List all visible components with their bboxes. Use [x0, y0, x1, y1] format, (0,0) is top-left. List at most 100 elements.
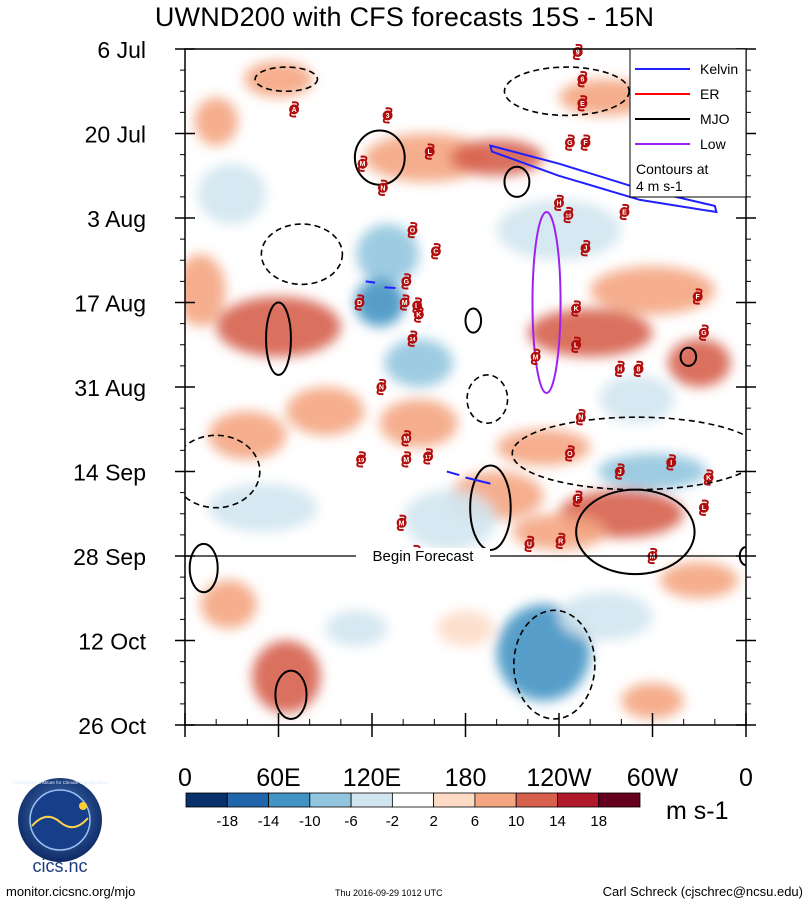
anomaly-blob-3: [185, 254, 226, 327]
hurricane-icon: [407, 330, 418, 347]
storm-label: J: [584, 246, 588, 253]
legend: Kelvin ER MJO Low Contours at4 m s-1: [629, 48, 747, 198]
low-contour-0: [531, 210, 562, 395]
storm-dot: [575, 412, 586, 423]
storm-marker-10: H: [554, 194, 564, 212]
hurricane-icon: [423, 448, 433, 465]
hurricane-icon: [580, 240, 591, 257]
storm-dot: [289, 104, 300, 115]
anomaly-blob-0: [194, 97, 238, 146]
colorbar-swatch-8: [515, 792, 558, 808]
mjo-contour-negative-11: [511, 416, 746, 491]
colorbar-label: 2: [429, 813, 437, 830]
colorbar-swatch-2: [268, 792, 311, 808]
storm-label: 6: [580, 77, 584, 84]
hurricane-icon: [357, 155, 368, 172]
colorbar-swatch-7: [474, 792, 517, 808]
colorbar-label: 10: [508, 813, 525, 830]
storm-marker-8: M: [357, 155, 368, 172]
storm-label: L: [574, 342, 579, 349]
storm-marker-38: K: [703, 469, 714, 486]
mjo-contour-positive-13: [575, 488, 696, 576]
storm-marker-30: N: [575, 409, 586, 426]
storm-dot: [698, 502, 709, 513]
colorbar-label: 14: [549, 813, 566, 830]
storm-label: 19: [358, 458, 364, 464]
storm-label: H: [617, 366, 622, 373]
hurricane-icon: [692, 288, 703, 305]
hurricane-icon: [289, 101, 299, 118]
storm-dot: [430, 246, 441, 257]
storm-dot: [614, 466, 625, 477]
forecast-label-bg: [356, 548, 490, 564]
chart-title: UWND200 with CFS forecasts 15S - 15N: [154, 2, 655, 32]
colorbar-swatch-9: [557, 792, 600, 808]
anomaly-blob-31: [621, 682, 684, 719]
storm-dot: [633, 363, 644, 374]
storm-marker-33: 19: [356, 451, 367, 468]
anomaly-blob-1: [244, 61, 313, 98]
storm-label: K: [416, 312, 421, 319]
storm-dot: [571, 303, 582, 314]
colorbar-label: 18: [590, 813, 607, 830]
mjo-contour-positive-14: [188, 542, 219, 594]
hurricane-icon: [424, 143, 435, 160]
hurricane-icon: [376, 378, 387, 396]
storm-dot: [530, 351, 541, 362]
anomaly-blob-33: [286, 387, 365, 436]
y-tick-label: 31 Aug: [74, 375, 146, 401]
storm-marker-39: F: [572, 490, 583, 507]
mjo-contour-negative-3: [503, 66, 630, 117]
kelvin-contour-0: [488, 144, 718, 214]
storm-dot: [423, 451, 434, 462]
storm-marker-1: 6: [577, 71, 588, 88]
y-tick-label: 12 Oct: [78, 629, 146, 655]
storm-marker-31: M: [401, 430, 412, 447]
mjo-contour-negative-16: [513, 609, 596, 720]
hurricane-icon: [396, 514, 407, 531]
legend-label: MJO: [700, 111, 730, 127]
storm-label: H: [556, 200, 561, 207]
legend-label: Low: [700, 136, 727, 152]
storm-marker-9: N: [377, 179, 388, 196]
colorbar-swatch-10: [598, 792, 641, 808]
hurricane-icon: [619, 203, 630, 221]
colorbar-label: -14: [258, 813, 280, 830]
hurricane-icon: [401, 451, 412, 468]
anomaly-blob-7: [200, 580, 257, 629]
hurricane-icon: [565, 134, 575, 151]
footer-website[interactable]: monitor.cicsnc.org/mjo: [6, 884, 136, 899]
storm-dot: [580, 137, 591, 148]
mjo-contour-positive-6: [265, 301, 292, 376]
hurricane-icon: [378, 179, 388, 196]
hurricane-icon: [431, 243, 441, 260]
hurricane-icon: [354, 294, 365, 311]
storm-marker-23: G: [698, 324, 709, 341]
storm-label: L: [415, 303, 420, 310]
hurricane-icon: [555, 532, 566, 550]
storm-marker-19: M: [399, 294, 410, 311]
x-tick-label: 180: [445, 764, 487, 792]
legend-note: 4 m s-1: [636, 178, 683, 194]
mjo-contour-positive-1: [503, 165, 531, 198]
storm-label: G: [567, 140, 573, 147]
storm-dot: [396, 517, 407, 528]
anomaly-blob-32: [325, 610, 388, 647]
anomaly-blob-19: [599, 374, 675, 424]
storm-label: O: [567, 451, 573, 458]
anomaly-blob-25: [379, 399, 458, 448]
storm-label: 8: [637, 366, 641, 373]
anomaly-field: [185, 61, 739, 719]
storm-label: L: [428, 149, 433, 156]
hurricane-icon: [530, 348, 541, 365]
anomaly-blob-4: [216, 296, 341, 357]
storm-dot: [524, 538, 535, 549]
storm-dot: [413, 309, 424, 320]
storm-label: 3: [386, 113, 390, 120]
hurricane-icon: [399, 294, 410, 311]
storm-marker-41: M: [396, 514, 407, 531]
storm-dot: [401, 433, 412, 444]
storm-marker-15: C: [430, 243, 441, 260]
